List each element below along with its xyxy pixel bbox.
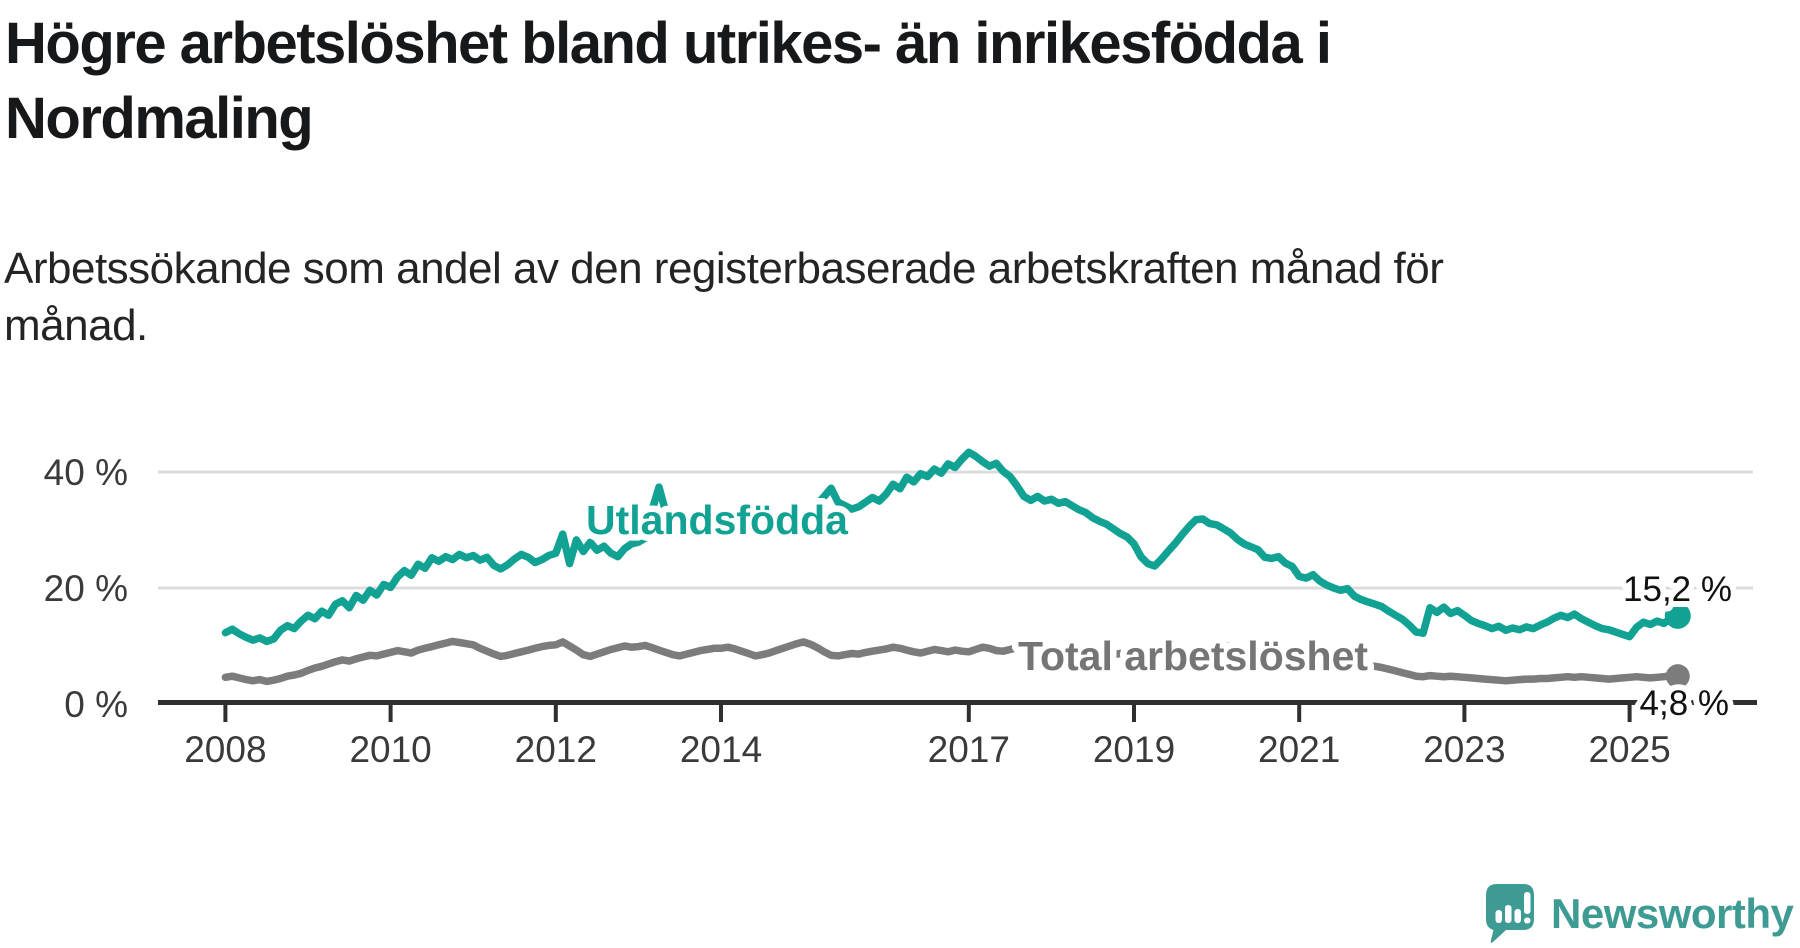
x-tick-label-2019: 2019 <box>1093 729 1175 770</box>
x-tick-label-2025: 2025 <box>1588 729 1670 770</box>
newsworthy-logo-icon <box>1486 884 1534 943</box>
series-label-total-arbetsloshet: Total arbetslöshet <box>1018 633 1368 679</box>
bar-2 <box>1505 905 1512 923</box>
page-subtitle: Arbetssökande som andel av den registerb… <box>4 240 1444 354</box>
newsworthy-logo-text: Newsworthy <box>1551 890 1794 937</box>
title-line-1: Högre arbetslöshet bland utrikes- än inr… <box>5 11 1332 76</box>
x-tick-label-2023: 2023 <box>1423 729 1505 770</box>
y-tick-label-0: 0 % <box>64 684 128 725</box>
utlandsfodda-end-dot <box>1664 602 1691 629</box>
utlandsfodda-line <box>221 448 1682 646</box>
x-tick-label-2017: 2017 <box>928 729 1010 770</box>
x-tick-label-2010: 2010 <box>349 729 431 770</box>
x-tick-label-2014: 2014 <box>680 729 762 770</box>
total-arbetsloshet-line <box>221 637 1682 686</box>
title-line-2: Nordmaling <box>5 86 314 151</box>
y-tick-label-20: 20 % <box>44 568 128 609</box>
bar-1 <box>1495 910 1502 923</box>
newsworthy-logo: Newsworthy <box>1486 884 1794 944</box>
end-value-label-utlandsfodda: 15,2 % <box>1623 570 1732 609</box>
bar-3 <box>1514 909 1521 923</box>
subtitle-line-1: Arbetssökande som andel av den registerb… <box>4 244 1444 293</box>
y-tick-label-40: 40 % <box>44 452 128 493</box>
x-tick-label-2021: 2021 <box>1258 729 1340 770</box>
exclamation-dot <box>1524 917 1531 924</box>
subtitle-line-2: månad. <box>4 301 148 350</box>
end-value-label-total-arbetsloshet: 4,8 % <box>1640 684 1730 723</box>
x-tick-label-2012: 2012 <box>515 729 597 770</box>
series-label-utlandsfodda: Utlandsfödda <box>586 497 849 543</box>
exclamation-bar <box>1524 892 1531 914</box>
x-tick-label-2008: 2008 <box>184 729 266 770</box>
total-arbetsloshet-end-dot <box>1665 664 1690 689</box>
page-title: Högre arbetslöshet bland utrikes- än inr… <box>5 6 1332 156</box>
